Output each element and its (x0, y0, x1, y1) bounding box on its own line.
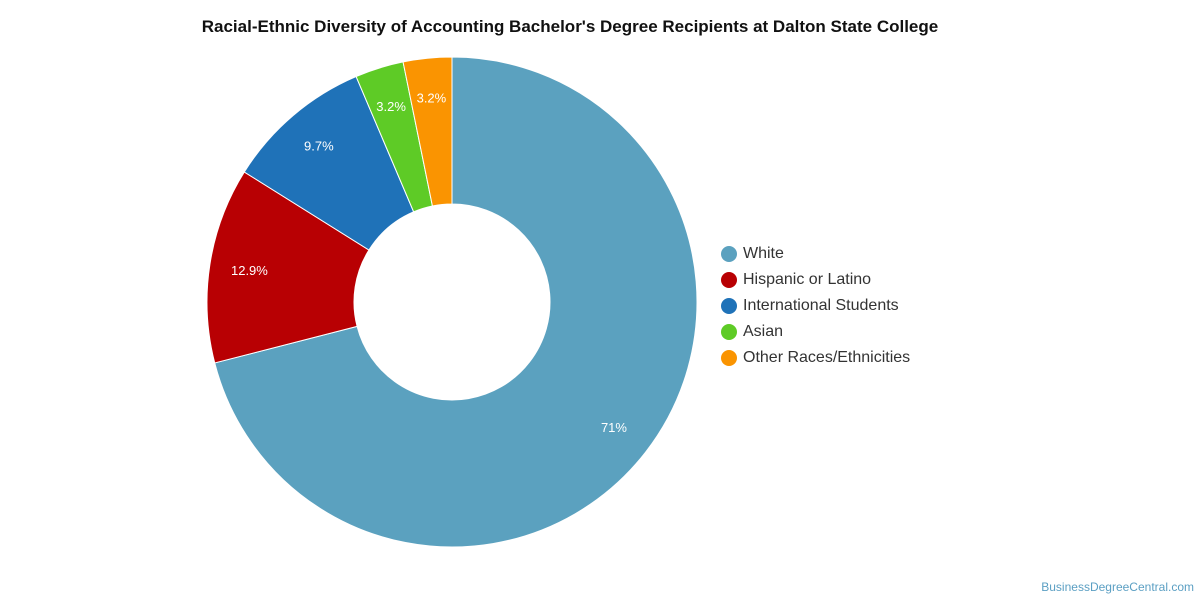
legend-item-hispanic-or-latino[interactable]: Hispanic or Latino (721, 267, 910, 293)
legend-item-other-races-ethnicities[interactable]: Other Races/Ethnicities (721, 345, 910, 371)
data-label-white: 71% (601, 420, 627, 435)
legend-item-international-students[interactable]: International Students (721, 293, 910, 319)
legend-swatch (721, 246, 737, 262)
source-credit[interactable]: BusinessDegreeCentral.com (1041, 580, 1194, 594)
legend-swatch (721, 324, 737, 340)
legend-label: Asian (743, 323, 784, 340)
legend-item-white[interactable]: White (721, 241, 910, 267)
legend-label: Hispanic or Latino (743, 271, 872, 288)
legend-label: International Students (743, 297, 899, 314)
slice-hispanic-or-latino[interactable] (206, 171, 370, 364)
legend-item-asian[interactable]: Asian (721, 319, 910, 345)
legend-label: White (743, 245, 784, 262)
slice-white[interactable] (214, 56, 698, 548)
donut-data-labels: 71% 12.9% 9.7% 3.2% 3.2% (231, 91, 627, 436)
data-label-international-students: 9.7% (304, 139, 334, 154)
slice-other-races-ethnicities[interactable] (402, 56, 453, 207)
data-label-hispanic-or-latino: 12.9% (231, 263, 268, 278)
donut-slices (206, 56, 698, 548)
legend-swatch (721, 298, 737, 314)
legend-swatch (721, 350, 737, 366)
legend-label: Other Races/Ethnicities (743, 349, 911, 366)
legend-swatch (721, 272, 737, 288)
chart-title: Racial-Ethnic Diversity of Accounting Ba… (201, 17, 939, 36)
chart-legend: White Hispanic or Latino International Stu… (721, 241, 910, 371)
data-label-asian: 3.2% (376, 99, 406, 114)
data-label-other-races-ethnicities: 3.2% (417, 91, 447, 106)
